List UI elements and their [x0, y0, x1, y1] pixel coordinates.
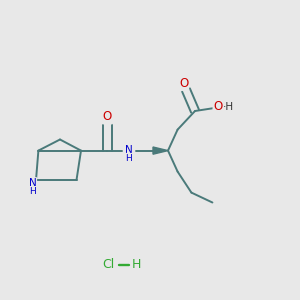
- Text: Cl: Cl: [102, 258, 114, 271]
- Text: H: H: [29, 188, 36, 196]
- Text: O: O: [214, 100, 223, 113]
- Text: N: N: [125, 145, 133, 155]
- Text: ·H: ·H: [223, 101, 235, 112]
- Text: N: N: [28, 178, 36, 188]
- Polygon shape: [153, 147, 168, 154]
- Text: H: H: [126, 154, 132, 163]
- Text: H: H: [132, 258, 141, 271]
- Text: O: O: [103, 110, 112, 124]
- Text: O: O: [179, 77, 188, 90]
